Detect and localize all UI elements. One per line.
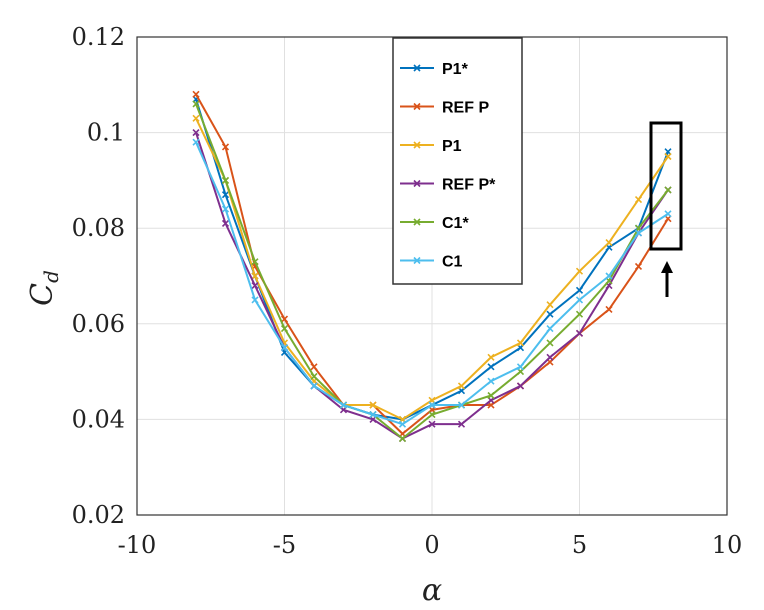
x-axis-label: α	[422, 573, 442, 608]
data-point	[575, 286, 584, 294]
data-point	[369, 411, 377, 419]
data-point	[339, 401, 348, 409]
x-tick-label: 5	[572, 531, 587, 559]
data-point	[413, 102, 421, 111]
data-point	[280, 325, 289, 333]
data-point	[251, 272, 259, 280]
data-point	[575, 329, 584, 337]
data-point	[192, 114, 200, 122]
data-point	[398, 434, 407, 443]
series-c1	[192, 138, 672, 428]
data-point	[605, 305, 613, 314]
data-point	[546, 339, 554, 347]
plot-area-border	[136, 36, 728, 516]
data-point	[428, 411, 436, 419]
data-point	[487, 363, 495, 371]
data-point	[221, 176, 230, 184]
x-tick-label: 10	[712, 531, 743, 559]
data-point	[310, 363, 318, 371]
legend-label: P1*	[442, 61, 469, 78]
data-point	[487, 377, 495, 385]
series-c1-	[192, 100, 672, 443]
x-tick-label: -10	[118, 531, 157, 559]
data-point	[280, 315, 289, 323]
y-tick-label: 0.02	[72, 501, 125, 529]
data-point	[413, 218, 421, 226]
data-point	[369, 401, 377, 409]
data-point	[428, 420, 436, 428]
y-tick-label: 0.04	[72, 405, 125, 433]
data-point	[605, 272, 613, 280]
data-point	[457, 382, 466, 390]
svg-text:Cd: Cd	[25, 270, 63, 306]
data-point	[546, 353, 554, 361]
data-point	[251, 296, 259, 304]
data-point	[398, 420, 407, 428]
data-point	[413, 141, 421, 149]
y-tick-label: 0.06	[72, 310, 125, 338]
data-point	[664, 210, 672, 218]
data-point	[310, 372, 318, 380]
data-point	[221, 191, 230, 199]
data-point	[221, 219, 230, 227]
data-point	[575, 267, 584, 275]
y-axis-label: Cd	[25, 270, 63, 306]
x-tick-label: 0	[424, 531, 439, 559]
data-point	[192, 100, 200, 108]
data-point	[457, 420, 466, 428]
legend: P1* REF P P1 REF P* C1* C1	[392, 37, 523, 285]
data-point	[664, 186, 672, 194]
data-point	[605, 238, 613, 247]
legend-label: REF P	[442, 100, 489, 117]
data-point	[634, 229, 643, 237]
data-point	[487, 353, 495, 361]
y-tick-label: 0.12	[72, 23, 125, 51]
data-point	[192, 129, 200, 137]
data-point	[546, 310, 554, 318]
data-point	[192, 138, 200, 146]
data-point	[413, 179, 421, 188]
x-tick-label: -5	[273, 531, 296, 559]
data-point	[428, 401, 436, 409]
data-point	[664, 152, 672, 161]
data-point	[634, 262, 643, 271]
data-point	[251, 281, 259, 290]
data-point	[413, 64, 421, 72]
y-tick-label: 0.08	[72, 214, 125, 242]
data-point	[516, 363, 525, 371]
data-point	[516, 339, 525, 347]
data-point	[413, 256, 421, 265]
y-tick-label: 0.1	[87, 119, 125, 147]
data-point	[575, 296, 584, 304]
legend-label: C1	[442, 254, 463, 271]
legend-label: REF P*	[442, 177, 496, 194]
data-point	[457, 401, 466, 409]
data-point	[546, 325, 554, 333]
legend-label: P1	[442, 138, 462, 155]
data-point	[280, 344, 289, 352]
data-point	[221, 143, 230, 151]
data-point	[487, 391, 495, 400]
legend-label: C1*	[442, 215, 469, 232]
data-point	[575, 310, 584, 318]
data-point	[251, 258, 259, 266]
data-point	[516, 382, 525, 390]
data-point	[310, 382, 318, 390]
data-point	[221, 205, 230, 213]
highlight-box	[649, 121, 683, 251]
data-point	[546, 301, 554, 309]
data-point	[192, 90, 200, 98]
data-point	[634, 195, 643, 204]
arrow-icon	[661, 261, 673, 297]
